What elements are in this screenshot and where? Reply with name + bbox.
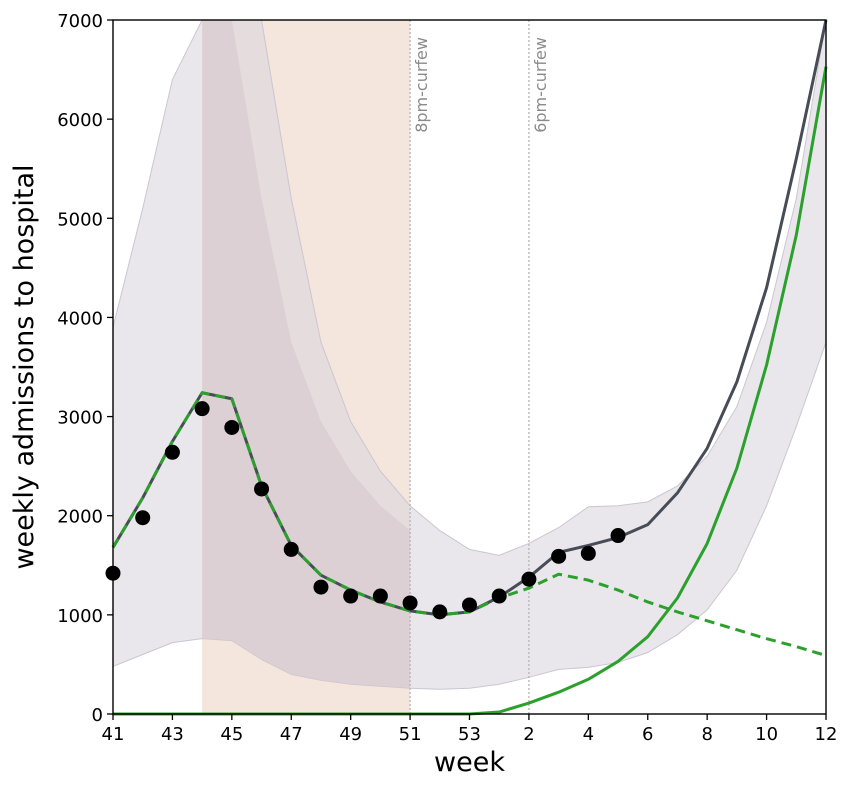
x-tick-label-9: 6 xyxy=(642,724,653,745)
observed-point-17 xyxy=(610,528,626,544)
observed-point-4 xyxy=(224,419,240,435)
observed-point-1 xyxy=(135,510,151,526)
observed-point-3 xyxy=(194,401,210,417)
x-tick-label-2: 45 xyxy=(220,724,243,745)
observed-point-10 xyxy=(402,595,418,611)
y-tick-label-1: 1000 xyxy=(57,606,103,627)
y-tick-label-4: 4000 xyxy=(57,308,103,329)
x-tick-label-8: 4 xyxy=(583,724,594,745)
x-tick-label-1: 43 xyxy=(161,724,184,745)
x-tick-label-7: 2 xyxy=(523,724,534,745)
y-tick-label-0: 0 xyxy=(92,705,103,726)
x-tick-label-4: 49 xyxy=(339,724,362,745)
observed-point-11 xyxy=(432,604,448,620)
y-tick-label-6: 6000 xyxy=(57,110,103,131)
observed-point-16 xyxy=(580,545,596,561)
observed-point-8 xyxy=(343,588,359,604)
uncertainty-bands-layer xyxy=(112,19,827,690)
curfew-label-1: 6pm-curfew xyxy=(531,37,550,133)
observed-point-13 xyxy=(491,588,507,604)
band-inner xyxy=(202,20,411,689)
y-tick-label-5: 5000 xyxy=(57,209,103,230)
observed-point-9 xyxy=(372,588,388,604)
y-axis-label: weekly admissions to hospital xyxy=(9,164,40,569)
y-tick-label-3: 3000 xyxy=(57,408,103,429)
x-tick-label-5: 51 xyxy=(399,724,422,745)
x-tick-label-6: 53 xyxy=(458,724,481,745)
observed-point-12 xyxy=(462,597,477,613)
axes-layer: 0 1000 2000 3000 4000 5000 6000 7000 41 43 45 47 49 5… xyxy=(57,11,837,745)
observed-point-14 xyxy=(521,571,537,587)
x-tick-label-3: 47 xyxy=(280,724,303,745)
observed-point-7 xyxy=(313,579,329,595)
y-tick-label-7: 7000 xyxy=(57,11,103,32)
curfew-annotations-layer: 8pm-curfew 6pm-curfew xyxy=(409,20,550,714)
curfew-label-0: 8pm-curfew xyxy=(412,37,431,133)
y-tick-label-2: 2000 xyxy=(57,507,103,528)
observed-point-6 xyxy=(283,541,299,557)
observed-point-15 xyxy=(551,548,567,564)
observed-point-2 xyxy=(164,444,180,460)
x-tick-label-11: 10 xyxy=(755,724,778,745)
observed-points-layer xyxy=(105,401,626,620)
x-tick-label-0: 41 xyxy=(102,724,125,745)
x-axis-label: week xyxy=(434,747,505,778)
x-tick-label-12: 12 xyxy=(815,724,838,745)
observed-point-5 xyxy=(254,481,270,497)
x-tick-label-10: 8 xyxy=(701,724,712,745)
